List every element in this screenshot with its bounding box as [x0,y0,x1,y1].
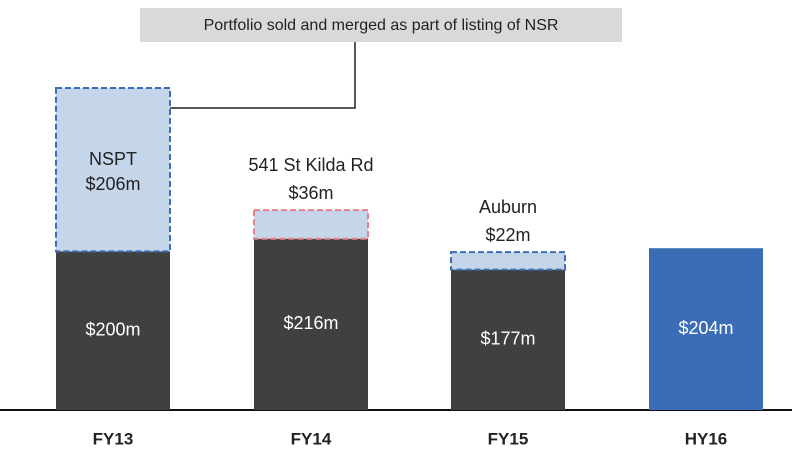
x-tick-label: FY15 [488,429,529,448]
annotation-box [140,8,622,42]
annotation-connector [170,42,356,109]
data-label: $36m [288,183,333,203]
x-tick-label: FY14 [291,429,332,448]
segment-name: NSPT [89,149,137,169]
segment-name: Auburn [479,197,537,217]
data-label: $204m [678,318,733,338]
bar-segment [56,251,170,410]
data-label: $177m [480,329,535,349]
bar-segment [450,251,566,271]
data-label: $200m [85,319,140,339]
bar-segment [649,248,763,410]
segment-name: 541 St Kilda Rd [248,155,373,175]
x-tick-label: HY16 [685,429,728,448]
data-label: $22m [485,225,530,245]
bar-segment [55,87,171,253]
data-label: $216m [283,313,338,333]
bar-segment [253,209,369,240]
bar-segment [451,269,565,410]
data-label: $206m [85,174,140,194]
x-tick-label: FY13 [93,429,134,448]
annotation: Portfolio sold and merged as part of lis… [204,17,559,34]
bar-segment [254,238,368,410]
